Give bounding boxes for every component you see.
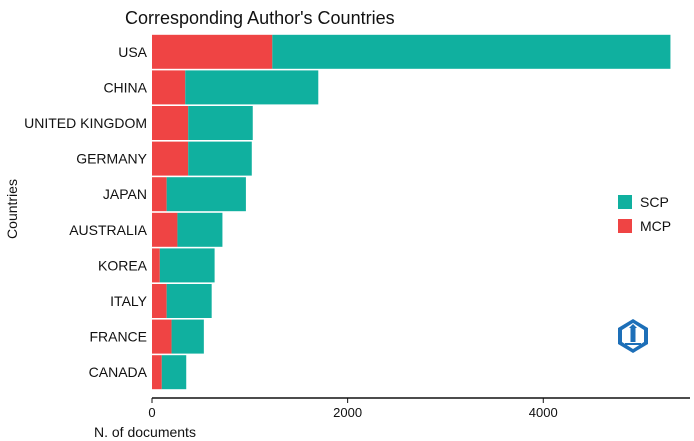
category-label-australia: AUSTRALIA	[69, 222, 147, 238]
x-tick-label-2000: 2000	[333, 405, 362, 420]
category-label-china: CHINA	[103, 79, 147, 95]
bar-mcp-korea	[152, 248, 160, 283]
x-axis-title: N. of documents	[94, 424, 196, 440]
category-label-united-kingdom: UNITED KINGDOM	[24, 115, 147, 131]
category-labels: USA CHINA UNITED KINGDOM GERMANY JAPAN AUSTRA…	[24, 44, 148, 380]
lighthouse-shield-icon	[618, 319, 648, 353]
bar-scp-australia	[177, 212, 223, 247]
bar-scp-japan	[166, 177, 246, 212]
bar-mcp-china	[152, 70, 186, 105]
chart-title: Corresponding Author's Countries	[125, 8, 395, 28]
bar-mcp-japan	[152, 177, 167, 212]
legend-swatch-scp	[618, 195, 632, 209]
bar-scp-china	[185, 70, 319, 105]
bar-mcp-germany	[152, 141, 189, 176]
bar-mcp-france	[152, 319, 172, 354]
bar-mcp-canada	[152, 355, 162, 390]
category-label-korea: KOREA	[98, 257, 148, 273]
bars-group	[152, 34, 671, 390]
category-label-japan: JAPAN	[103, 186, 147, 202]
legend-swatch-mcp	[618, 219, 632, 233]
x-tick-label-0: 0	[148, 405, 155, 420]
bar-scp-korea	[159, 248, 215, 283]
category-label-usa: USA	[118, 44, 147, 60]
category-label-italy: ITALY	[110, 293, 147, 309]
bar-mcp-usa	[152, 34, 273, 69]
bar-scp-united-kingdom	[188, 106, 253, 140]
bar-scp-italy	[166, 284, 212, 318]
legend-label-mcp: MCP	[640, 218, 671, 234]
category-label-canada: CANADA	[89, 364, 148, 380]
bar-mcp-australia	[152, 212, 178, 247]
x-ticks: 0 2000 4000	[148, 398, 558, 420]
bar-scp-usa	[272, 34, 671, 69]
category-label-germany: GERMANY	[76, 151, 147, 167]
bar-scp-france	[171, 319, 204, 354]
x-tick-label-4000: 4000	[529, 405, 558, 420]
bar-mcp-italy	[152, 284, 167, 318]
legend-label-scp: SCP	[640, 194, 669, 210]
legend: SCP MCP	[618, 194, 671, 234]
category-label-france: FRANCE	[89, 329, 147, 345]
bar-scp-germany	[188, 141, 252, 176]
y-axis-title: Countries	[4, 179, 20, 239]
bar-scp-canada	[161, 355, 187, 390]
bar-mcp-united-kingdom	[152, 106, 189, 140]
